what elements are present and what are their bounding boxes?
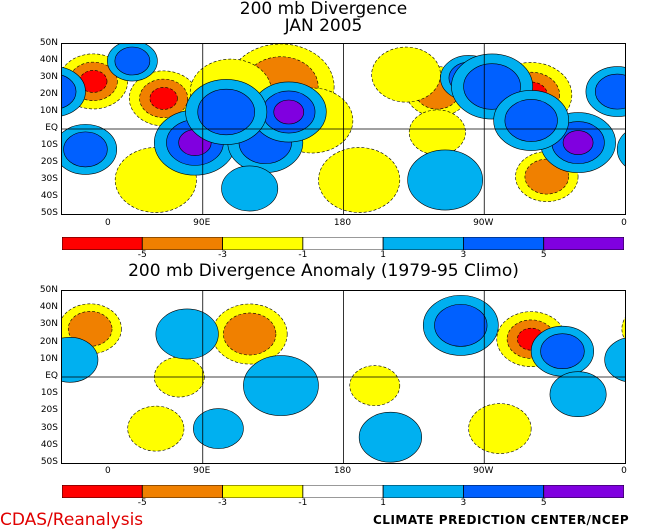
colorbar-bottom [61,483,625,499]
y-tick-label: 50N [39,38,58,48]
divergence-cell [127,405,185,452]
colorbar-swatch [463,236,545,251]
divergence-cell [408,109,466,156]
divergence-cell [493,90,569,151]
footer-source: CDAS/Reanalysis [0,510,144,530]
divergence-cell [349,365,401,406]
colorbar-top [61,235,625,251]
divergence-cell [243,355,319,416]
y-tick-label: 20N [39,89,58,99]
colorbar-swatch [61,236,143,251]
y-tick-label: 40N [39,55,58,65]
colorbar-tick-label: 5 [540,250,547,260]
x-tick-label: 90W [473,218,494,228]
x-tick-label: 90E [193,218,211,228]
footer-agency: CLIMATE PREDICTION CENTER/NCEP [373,513,630,527]
colorbar-swatch [222,236,304,251]
divergence-cell [318,147,401,213]
divergence-cell [62,336,625,383]
colorbar-tick-label: -5 [137,250,147,260]
chart-subtitle-top: JAN 2005 [284,16,363,36]
divergence-cell [62,66,625,117]
colorbar-swatch [302,236,384,251]
colorbar-ticks-top: -5 -3 -1 1 3 5 [62,250,624,260]
y-tick-label: 30N [39,72,58,82]
colorbar-tick-label: 5 [540,498,547,508]
y-tick-label: 10S [40,388,58,399]
map-panel-bottom [61,290,626,464]
divergence-cell [193,408,244,449]
chart-title-top: 200 mb Divergence [239,0,408,19]
divergence-cell [221,165,279,212]
y-tick-label: 30S [40,174,58,184]
colorbar-tick-label: -3 [218,498,228,508]
divergence-cell [107,44,158,82]
y-tick-label: 40S [40,191,58,201]
y-tick-label: 50S [40,208,58,218]
colorbar-tick-label: 3 [460,250,467,260]
colorbar-swatch [382,484,464,499]
divergence-cell [407,149,483,211]
y-axis-labels-top: 50N 40N 30N 20N 10N EQ 10S 20S 30S 40S 50S [34,38,58,218]
divergence-cell [422,295,499,356]
y-tick-label: 30S [40,422,58,433]
y-tick-label: 10N [39,353,58,364]
y-tick-label: 40N [39,302,58,313]
colorbar-swatch [543,484,625,499]
x-tick-label: 180 [333,218,352,228]
chart-title-bottom: 200 mb Divergence Anomaly (1979-95 Climo… [128,261,519,281]
colorbar-swatch [141,484,223,499]
x-tick-label: 90E [193,466,211,476]
y-tick-label: 40S [40,439,58,450]
colorbar-swatch [463,484,545,499]
colorbar-swatch [61,484,143,499]
x-tick-label: 180 [333,466,352,476]
divergence-cell [62,124,625,175]
x-axis-labels-bottom: 0 90E 180 90W 0 [61,466,627,478]
y-tick-label: 20N [39,336,58,347]
y-tick-label: 10S [40,140,58,150]
x-axis-labels-top: 0 90E 180 90W 0 [61,218,627,230]
x-tick-label: 0 [105,218,111,228]
colorbar-tick-label: -1 [298,498,308,508]
y-tick-label: EQ [45,371,58,381]
y-tick-label: 10N [39,106,58,116]
colorbar-tick-label: -5 [137,498,147,508]
x-tick-label: 90W [473,466,494,476]
x-tick-label: 0 [621,466,627,476]
colorbar-tick-label: -1 [298,250,308,260]
divergence-map-top [62,44,625,214]
colorbar-tick-label: 1 [380,498,386,508]
y-tick-label: 30N [39,319,58,330]
colorbar-swatch [543,236,625,251]
colorbar-ticks-bottom: -5 -3 -1 1 3 5 [62,498,624,508]
colorbar-tick-label: -3 [218,250,228,260]
divergence-cell [530,325,595,377]
divergence-cell [358,411,422,463]
colorbar-swatch [382,236,464,251]
y-tick-label: 50S [40,457,58,467]
x-tick-label: 0 [105,466,111,476]
divergence-cell [549,371,607,418]
y-tick-label: 50N [39,285,58,295]
colorbar-swatch [222,484,304,499]
colorbar-tick-label: 1 [380,250,386,260]
x-tick-label: 0 [621,218,627,228]
colorbar-swatch [141,236,223,251]
divergence-map-bottom [62,291,625,463]
divergence-cell [185,79,268,145]
colorbar-swatch [302,484,384,499]
y-tick-label: 20S [40,405,58,416]
y-axis-labels-bottom: 50N 40N 30N 20N 10N EQ 10S 20S 30S 40S 50S [34,285,58,467]
divergence-cell [250,81,327,143]
map-panel-top [61,43,626,215]
y-tick-label: 20S [40,157,58,167]
colorbar-tick-label: 3 [460,498,467,508]
y-tick-label: EQ [45,123,58,133]
divergence-cell [211,303,288,365]
